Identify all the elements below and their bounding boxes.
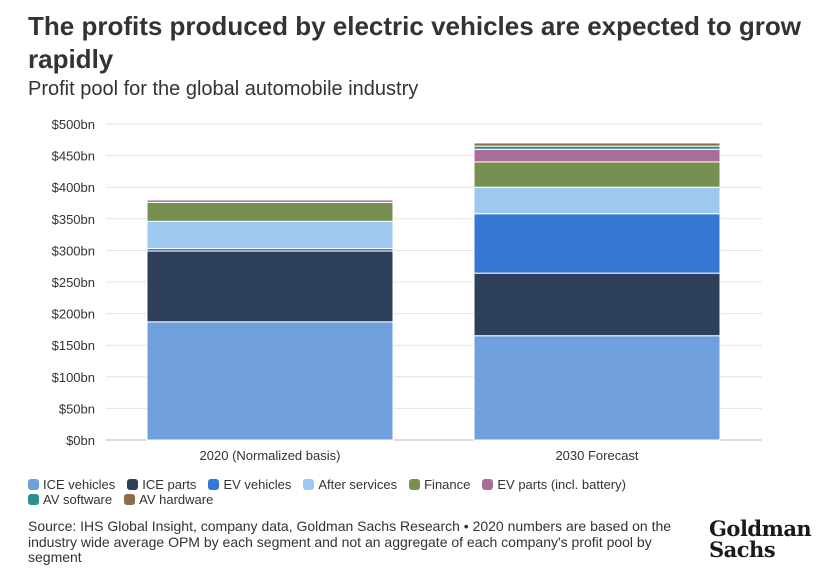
legend-label: EV vehicles (223, 477, 292, 492)
stacked-bar-chart: $0bn $50bn $100bn $150bn $200bn $250bn $300bn $… (52, 117, 762, 463)
legend-swatch (208, 479, 220, 490)
y-tick-label: $150bn (52, 338, 95, 353)
bar-segment-after-services (473, 186, 721, 215)
chart-title: The profits produced by electric vehicle… (28, 11, 802, 74)
legend-item: AV hardware (124, 492, 213, 507)
x-category-label: 2020 (Normalized basis) (200, 448, 341, 463)
legend-row-2: AV software AV hardware (28, 492, 808, 507)
legend-swatch (127, 479, 139, 490)
bar-segment-av-hardware (146, 198, 394, 201)
y-tick-label: $450bn (52, 149, 95, 164)
y-tick-label: $50bn (59, 401, 95, 416)
legend-item: After services (303, 477, 397, 492)
legend-swatch (409, 479, 421, 490)
bar-segment-finance (473, 161, 721, 188)
logo-line-1: Goldman (709, 516, 812, 541)
y-tick-label: $300bn (52, 243, 95, 258)
bar-segment-ice-parts (473, 272, 721, 337)
legend-swatch (28, 494, 39, 505)
y-tick-label: $400bn (52, 180, 95, 195)
legend-label: After services (318, 477, 398, 492)
bar-segment-ice-vehicles (473, 335, 721, 441)
x-category-label: 2030 Forecast (555, 448, 638, 463)
goldman-sachs-logo: Goldman Sachs (709, 516, 812, 562)
logo-line-2: Sachs (709, 537, 776, 562)
bar-segment-finance (146, 201, 394, 222)
legend-row-1: ICE vehicles ICE parts EV vehicles After se… (28, 477, 808, 492)
bar-segment-ev-vehicles (473, 213, 721, 274)
legend-item: EV parts (incl. battery) (482, 477, 626, 492)
legend-item: ICE vehicles (28, 477, 115, 492)
bar-segment-ice-vehicles (146, 321, 394, 441)
legend-swatch (303, 479, 315, 490)
legend-swatch (124, 494, 136, 505)
bar-segment-av-hardware (473, 142, 721, 147)
y-tick-label: $350bn (52, 212, 95, 227)
legend-label: Finance (424, 477, 471, 492)
legend-swatch (482, 479, 494, 490)
legend: ICE vehicles ICE parts EV vehicles After se… (28, 477, 808, 507)
legend-item: ICE parts (127, 477, 196, 492)
source-note: Source: IHS Global Insight, company data… (28, 518, 672, 565)
bar-segment-ice-parts (146, 250, 394, 323)
legend-label: AV software (43, 492, 113, 507)
chart-subtitle: Profit pool for the global automobile in… (28, 78, 419, 100)
legend-item: EV vehicles (208, 477, 291, 492)
legend-label: ICE vehicles (43, 477, 116, 492)
y-tick-label: $500bn (52, 117, 95, 132)
legend-item: AV software (28, 492, 112, 507)
y-tick-label: $0bn (66, 433, 95, 448)
legend-label: EV parts (incl. battery) (497, 477, 626, 492)
legend-item: Finance (409, 477, 470, 492)
bar-segment-after-services (146, 220, 394, 250)
y-tick-label: $200bn (52, 307, 95, 322)
legend-label: ICE parts (142, 477, 197, 492)
y-tick-label: $100bn (52, 370, 95, 385)
legend-label: AV hardware (139, 492, 214, 507)
bar-segment-ev-parts-incl-battery (473, 148, 721, 163)
legend-swatch (28, 479, 39, 490)
y-tick-label: $250bn (52, 275, 95, 290)
